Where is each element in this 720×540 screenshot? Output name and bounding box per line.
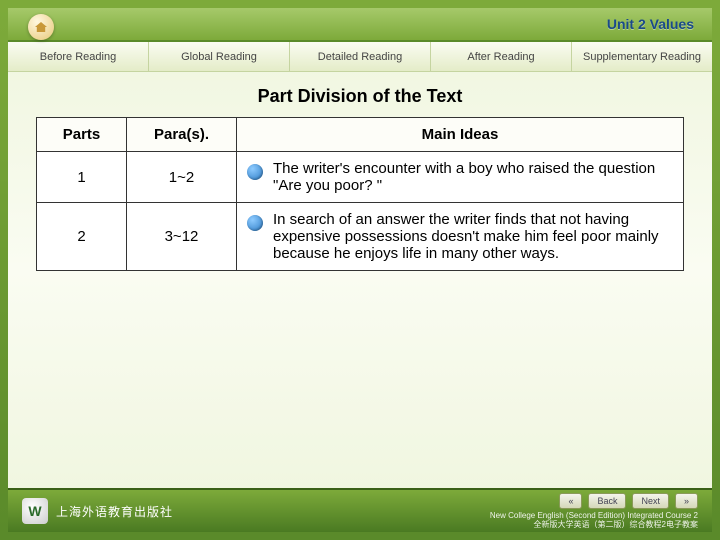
nav-buttons: « Back Next » (559, 493, 698, 509)
cell-part: 1 (37, 152, 127, 203)
part-division-table: Parts Para(s). Main Ideas 1 1~2 The writ… (36, 117, 684, 271)
tab-after-reading[interactable]: After Reading (431, 42, 572, 71)
idea-text: The writer's encounter with a boy who ra… (273, 160, 655, 194)
next-button[interactable]: Next (632, 493, 669, 509)
th-paras: Para(s). (127, 118, 237, 152)
cell-idea: In search of an answer the writer finds … (237, 203, 684, 271)
bullet-icon (247, 215, 263, 231)
tab-supplementary-reading[interactable]: Supplementary Reading (572, 42, 712, 71)
unit-title: Unit 2 Values (607, 16, 694, 32)
rewind-button[interactable]: « (559, 493, 582, 509)
cell-idea: The writer's encounter with a boy who ra… (237, 152, 684, 203)
table-row: 2 3~12 In search of an answer the writer… (37, 203, 684, 271)
publisher-logo: W (22, 498, 48, 524)
cell-part: 2 (37, 203, 127, 271)
idea-text: In search of an answer the writer finds … (273, 211, 659, 262)
table-row: 1 1~2 The writer's encounter with a boy … (37, 152, 684, 203)
course-label: New College English (Second Edition) Int… (490, 512, 698, 530)
publisher-name: 上海外语教育出版社 (56, 503, 173, 520)
section-title: Part Division of the Text (36, 86, 684, 107)
th-ideas: Main Ideas (237, 118, 684, 152)
th-parts: Parts (37, 118, 127, 152)
reading-tabs: Before Reading Global Reading Detailed R… (8, 42, 712, 72)
publisher-block: W 上海外语教育出版社 (22, 498, 173, 524)
bullet-icon (247, 164, 263, 180)
footer-bar: W 上海外语教育出版社 « Back Next » New College En… (8, 488, 712, 532)
home-icon[interactable] (28, 14, 54, 40)
cell-paras: 3~12 (127, 203, 237, 271)
tab-global-reading[interactable]: Global Reading (149, 42, 290, 71)
course-line2: 全新版大学英语（第二版）综合教程2电子教案 (490, 521, 698, 530)
tab-before-reading[interactable]: Before Reading (8, 42, 149, 71)
cell-paras: 1~2 (127, 152, 237, 203)
back-button[interactable]: Back (588, 493, 626, 509)
tab-detailed-reading[interactable]: Detailed Reading (290, 42, 431, 71)
forward-button[interactable]: » (675, 493, 698, 509)
